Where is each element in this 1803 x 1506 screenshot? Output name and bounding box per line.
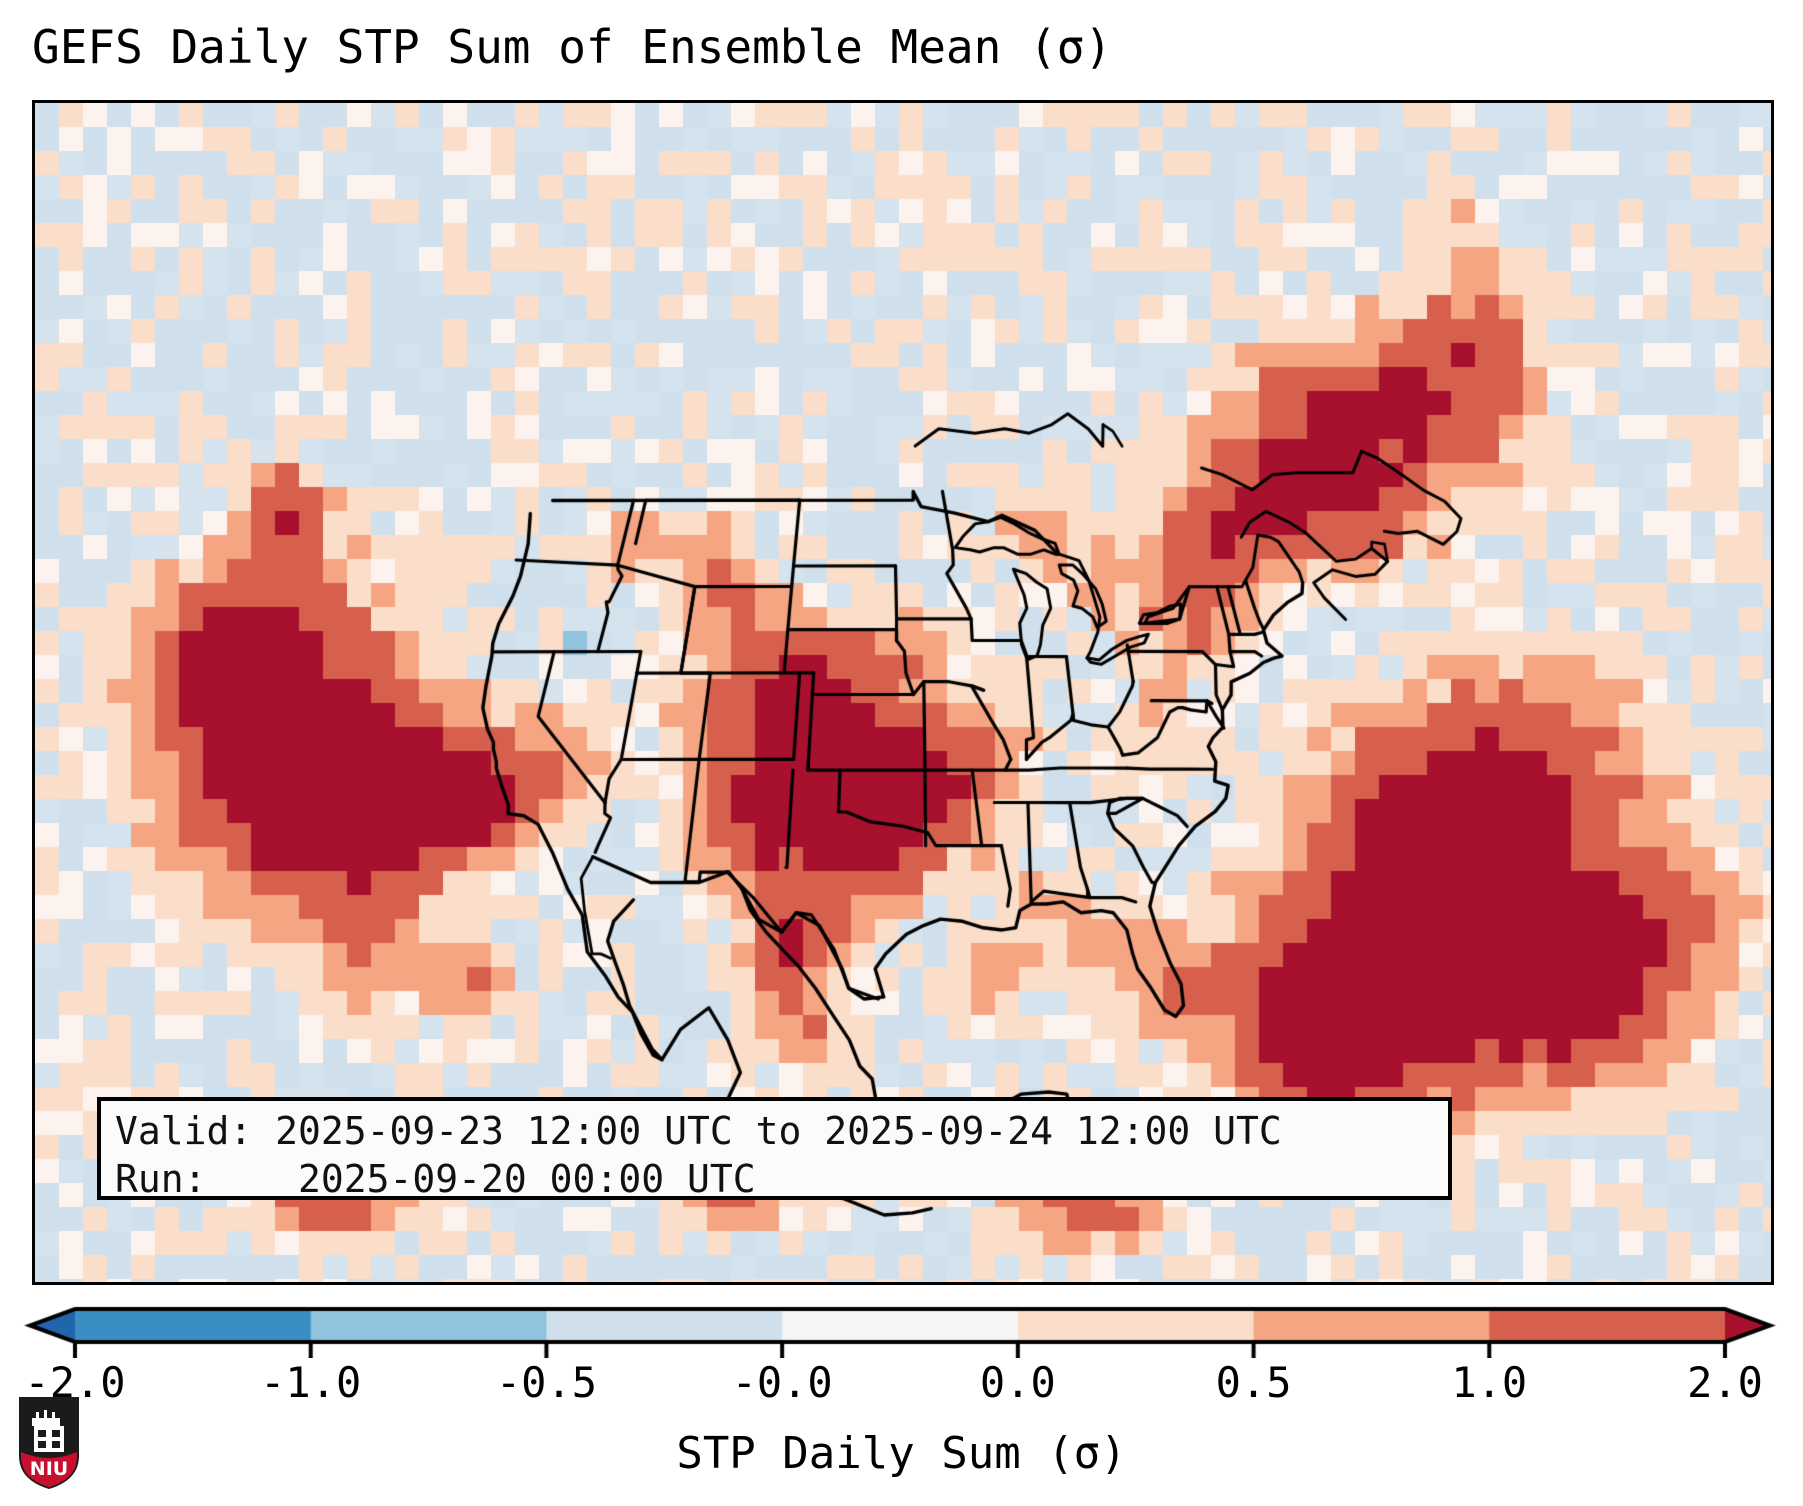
stp-heatmap-canvas bbox=[35, 103, 1771, 1282]
valid-time-line: Valid: 2025-09-23 12:00 UTC to 2025-09-2… bbox=[115, 1109, 1282, 1153]
colorbar-tick-6: 1.0 bbox=[1451, 1358, 1528, 1407]
colorbar-tick-4: 0.0 bbox=[979, 1358, 1056, 1407]
colorbar-tick-3: -0.0 bbox=[731, 1358, 833, 1407]
colorbar-tick-1: -1.0 bbox=[260, 1358, 362, 1407]
valid-run-info-box: Valid: 2025-09-23 12:00 UTC to 2025-09-2… bbox=[97, 1097, 1452, 1201]
niu-logo-icon: NIU bbox=[19, 1397, 79, 1489]
colorbar-canvas bbox=[0, 1288, 1803, 1358]
map-panel: Valid: 2025-09-23 12:00 UTC to 2025-09-2… bbox=[32, 100, 1774, 1285]
page-title: GEFS Daily STP Sum of Ensemble Mean (σ) bbox=[32, 20, 1113, 74]
niu-logo-text: NIU bbox=[30, 1458, 68, 1480]
colorbar-tick-labels: -2.0 -1.0 -0.5 -0.0 0.0 0.5 1.0 2.0 bbox=[0, 1355, 1803, 1415]
colorbar-tick-5: 0.5 bbox=[1215, 1358, 1292, 1407]
run-time-line: Run: 2025-09-20 00:00 UTC bbox=[115, 1157, 756, 1201]
colorbar-axis-label: STP Daily Sum (σ) bbox=[676, 1428, 1127, 1479]
colorbar bbox=[0, 1288, 1803, 1358]
colorbar-tick-2: -0.5 bbox=[495, 1358, 597, 1407]
colorbar-tick-7: 2.0 bbox=[1687, 1358, 1763, 1407]
